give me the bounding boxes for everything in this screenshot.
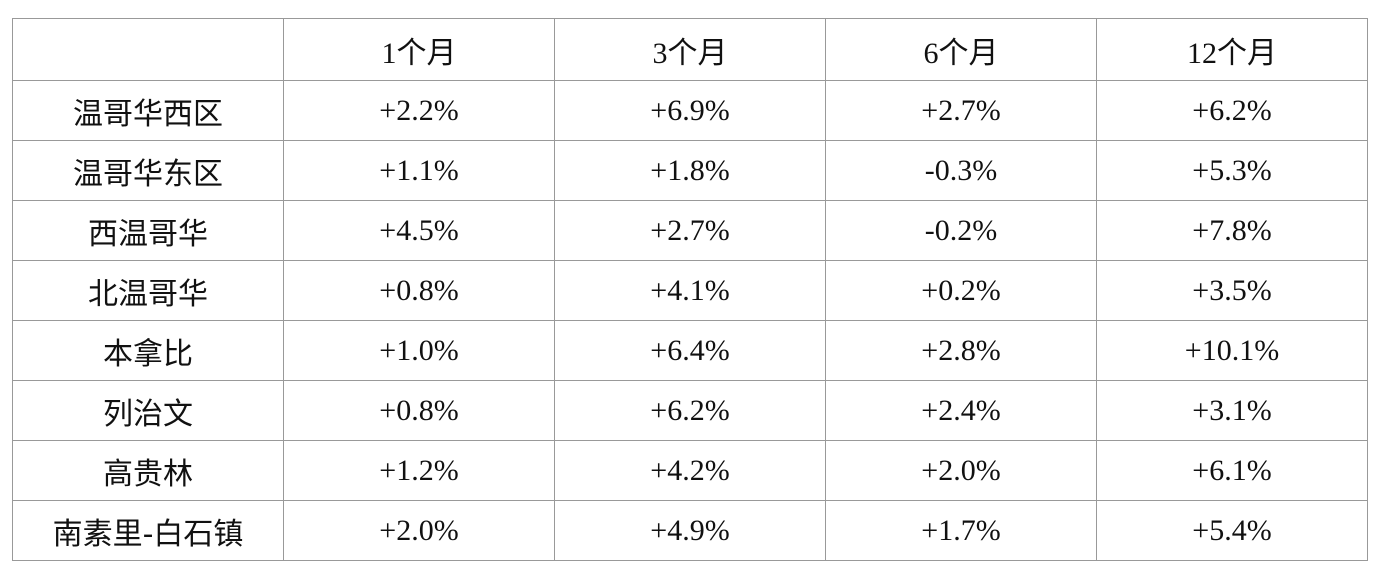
value-cell: +2.0% — [825, 440, 1097, 501]
row-label: 本拿比 — [12, 320, 284, 381]
value-cell: +1.7% — [825, 500, 1097, 561]
value-cell: +2.4% — [825, 380, 1097, 441]
value-cell: +7.8% — [1096, 200, 1368, 261]
value-cell: -0.3% — [825, 140, 1097, 201]
row-label: 温哥华西区 — [12, 80, 284, 141]
value-cell: +0.8% — [283, 380, 555, 441]
corner-cell — [12, 18, 284, 81]
value-cell: +1.0% — [283, 320, 555, 381]
value-cell: +4.2% — [554, 440, 826, 501]
value-cell: +4.1% — [554, 260, 826, 321]
table-body: 1个月 3个月 6个月 12个月 温哥华西区 +2.2% +6.9% +2.7% +6.2% 温哥… — [12, 18, 1368, 561]
value-cell: +10.1% — [1096, 320, 1368, 381]
value-cell: +6.1% — [1096, 440, 1368, 501]
value-cell: +6.4% — [554, 320, 826, 381]
value-cell: +5.4% — [1096, 500, 1368, 561]
row-label: 列治文 — [12, 380, 284, 441]
table-row: 西温哥华 +4.5% +2.7% -0.2% +7.8% — [12, 200, 1368, 261]
data-table: 1个月 3个月 6个月 12个月 温哥华西区 +2.2% +6.9% +2.7% +6.2% 温哥… — [12, 18, 1368, 561]
row-label: 温哥华东区 — [12, 140, 284, 201]
value-cell: +4.9% — [554, 500, 826, 561]
value-cell: +0.8% — [283, 260, 555, 321]
header-cell: 6个月 — [825, 18, 1097, 81]
value-cell: +0.2% — [825, 260, 1097, 321]
row-label: 南素里-白石镇 — [12, 500, 284, 561]
table-row: 本拿比 +1.0% +6.4% +2.8% +10.1% — [12, 320, 1368, 381]
value-cell: +1.2% — [283, 440, 555, 501]
value-cell: +6.2% — [1096, 80, 1368, 141]
value-cell: +2.7% — [825, 80, 1097, 141]
header-cell: 3个月 — [554, 18, 826, 81]
table-row: 温哥华东区 +1.1% +1.8% -0.3% +5.3% — [12, 140, 1368, 201]
header-cell: 1个月 — [283, 18, 555, 81]
value-cell: +2.7% — [554, 200, 826, 261]
value-cell: +1.1% — [283, 140, 555, 201]
table-row: 列治文 +0.8% +6.2% +2.4% +3.1% — [12, 380, 1368, 441]
row-label: 西温哥华 — [12, 200, 284, 261]
value-cell: +6.9% — [554, 80, 826, 141]
header-cell: 12个月 — [1096, 18, 1368, 81]
value-cell: -0.2% — [825, 200, 1097, 261]
table-row: 南素里-白石镇 +2.0% +4.9% +1.7% +5.4% — [12, 500, 1368, 561]
value-cell: +2.8% — [825, 320, 1097, 381]
row-label: 高贵林 — [12, 440, 284, 501]
value-cell: +2.2% — [283, 80, 555, 141]
value-cell: +3.5% — [1096, 260, 1368, 321]
header-row: 1个月 3个月 6个月 12个月 — [12, 18, 1368, 81]
value-cell: +3.1% — [1096, 380, 1368, 441]
table-row: 北温哥华 +0.8% +4.1% +0.2% +3.5% — [12, 260, 1368, 321]
table-row: 高贵林 +1.2% +4.2% +2.0% +6.1% — [12, 440, 1368, 501]
table-row: 温哥华西区 +2.2% +6.9% +2.7% +6.2% — [12, 80, 1368, 141]
value-cell: +1.8% — [554, 140, 826, 201]
value-cell: +5.3% — [1096, 140, 1368, 201]
row-label: 北温哥华 — [12, 260, 284, 321]
value-cell: +2.0% — [283, 500, 555, 561]
value-cell: +4.5% — [283, 200, 555, 261]
value-cell: +6.2% — [554, 380, 826, 441]
